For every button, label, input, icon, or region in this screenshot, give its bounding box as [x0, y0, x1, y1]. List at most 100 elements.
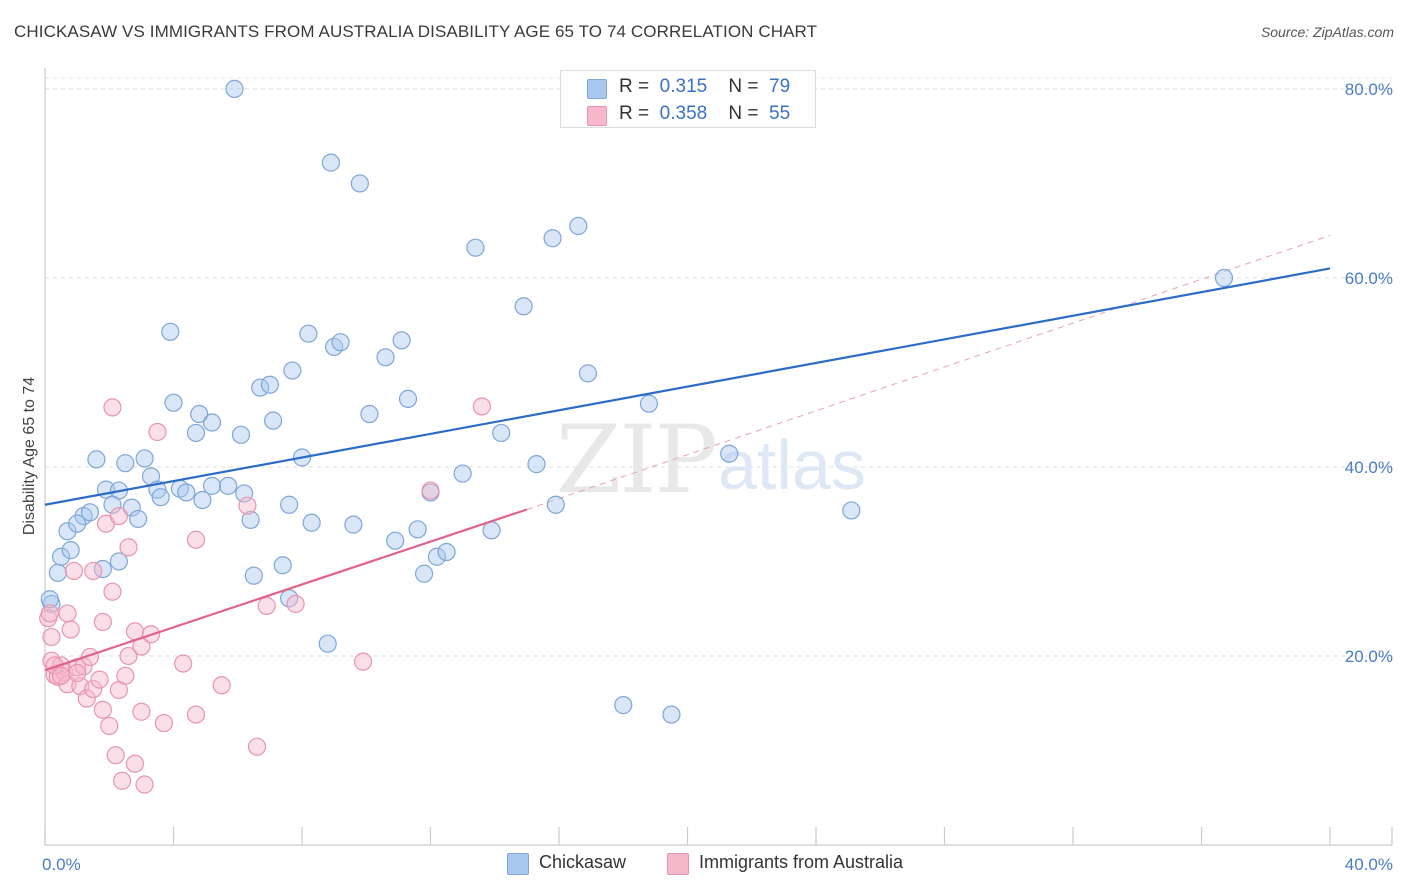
trend-line-australia — [44, 508, 528, 672]
data-point — [257, 596, 276, 615]
data-point — [280, 495, 299, 514]
data-point — [109, 506, 128, 526]
data-point — [68, 663, 87, 683]
axes — [44, 68, 1393, 846]
data-point — [273, 556, 292, 575]
data-point — [190, 404, 209, 424]
data-point — [212, 676, 231, 695]
data-point — [116, 666, 135, 685]
legend-r-value: 0.315 — [659, 76, 708, 97]
data-point — [527, 455, 546, 474]
data-point — [51, 547, 71, 566]
data-point — [161, 322, 180, 341]
watermark: ZIP atlas — [556, 406, 866, 515]
data-point — [1214, 268, 1234, 288]
data-point — [260, 375, 279, 394]
legend-n-label: N = — [728, 103, 759, 124]
data-point — [414, 564, 434, 583]
data-point — [219, 476, 238, 495]
legend-r-label: R = — [619, 76, 650, 97]
y-tick-label: 80.0% — [1345, 80, 1393, 99]
data-point — [331, 333, 350, 352]
data-point — [286, 594, 305, 614]
data-point — [466, 238, 485, 257]
data-point — [64, 561, 84, 581]
data-point — [437, 542, 456, 562]
bottom-legend-swatch — [667, 853, 689, 875]
data-point — [321, 153, 341, 172]
data-point — [546, 495, 565, 514]
legend-n-value: 79 — [769, 76, 791, 97]
data-point — [186, 530, 206, 549]
data-point — [202, 413, 222, 432]
legend-swatch-australia — [587, 106, 607, 126]
data-point — [392, 331, 411, 350]
data-point — [247, 737, 267, 756]
data-point — [132, 702, 151, 721]
data-point — [135, 775, 154, 794]
data-point — [231, 425, 251, 444]
data-point — [90, 670, 109, 689]
source-credit: Source: ZipAtlas.com — [1260, 24, 1394, 40]
legend-r-label: R = — [619, 103, 650, 124]
trend-line-chickasaw — [44, 267, 1331, 506]
data-point — [42, 627, 61, 647]
data-point — [720, 444, 739, 463]
data-point — [386, 531, 405, 550]
data-point — [61, 541, 80, 560]
data-point — [569, 216, 588, 236]
data-point — [164, 393, 183, 412]
data-point — [578, 364, 598, 383]
legend: R = 0.315 N = 79 R = 0.358 N = 55 — [560, 70, 816, 128]
data-point — [398, 389, 418, 409]
data-point — [318, 634, 337, 653]
y-tick-label: 60.0% — [1345, 269, 1393, 288]
series-chickasaw — [40, 79, 1234, 724]
legend-swatch-chickasaw — [587, 79, 607, 99]
data-point — [514, 297, 533, 316]
data-point — [93, 700, 112, 719]
data-point — [299, 324, 318, 343]
data-point — [84, 561, 103, 581]
data-point — [225, 79, 244, 99]
trend-lines — [526, 234, 1331, 510]
data-point — [48, 563, 67, 582]
data-point — [662, 705, 681, 724]
data-point — [103, 495, 122, 514]
series-australia — [39, 397, 491, 794]
data-point — [40, 590, 59, 609]
data-point — [87, 450, 106, 469]
data-point — [186, 705, 206, 724]
data-point — [238, 496, 257, 515]
data-point — [154, 713, 173, 733]
data-points — [39, 79, 1331, 794]
data-point — [344, 515, 363, 534]
data-point — [202, 476, 222, 495]
data-point — [68, 514, 87, 533]
data-point — [376, 348, 395, 367]
data-point — [408, 520, 427, 539]
chart-title: CHICKASAW VS IMMIGRANTS FROM AUSTRALIA D… — [14, 22, 818, 41]
data-point — [119, 646, 138, 666]
data-point — [125, 754, 145, 773]
data-point — [283, 361, 302, 380]
data-point — [45, 656, 64, 675]
gridlines — [45, 77, 1392, 657]
data-point — [58, 522, 77, 541]
data-point — [453, 464, 472, 483]
data-point — [148, 422, 167, 442]
data-point — [40, 604, 59, 623]
data-point — [135, 449, 154, 468]
legend-n-value: 55 — [769, 103, 791, 124]
data-point — [427, 547, 447, 566]
data-point — [842, 501, 861, 520]
data-point — [174, 654, 193, 673]
trend-line-extension — [526, 234, 1331, 510]
data-point — [177, 483, 196, 502]
bottom-legend-label: Immigrants from Australia — [699, 852, 904, 872]
y-axis-label: Disability Age 65 to 74 — [21, 377, 38, 535]
tick-labels: 20.0% 40.0% 60.0% 80.0% 0.0% 40.0% — [42, 80, 1393, 874]
legend-n-label: N = — [728, 76, 759, 97]
data-point — [350, 174, 369, 193]
data-point — [93, 612, 112, 632]
